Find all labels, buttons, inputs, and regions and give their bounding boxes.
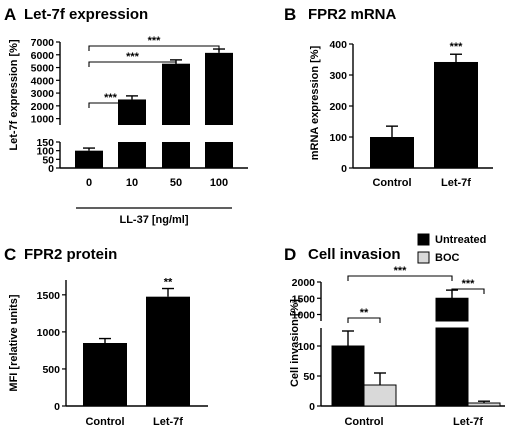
panel-a-ytick-up-5000-label: 5000 (31, 63, 55, 75)
panel-a-ytick-up-2000-label: 2000 (31, 101, 55, 113)
panel-b-ylabel: mRNA expression [%] (309, 45, 321, 160)
panel-b-sig-label-0: *** (450, 41, 464, 53)
panel-a-xtick-50: 50 (170, 177, 182, 189)
panel-c-bar-Let-7f (146, 296, 190, 406)
legend-label-boc: BOC (435, 252, 460, 264)
panel-d-sig-label-1: *** (462, 278, 476, 290)
panel-a-ytick-low-0-label: 0 (48, 163, 54, 175)
panel-letter-a: A (4, 5, 16, 24)
panel-c-ylabel: MFI [relative units] (8, 294, 20, 392)
panel-d-xtick-Let-7f: Let-7f (453, 416, 483, 428)
panel-d-ytick-low-50-label: 50 (303, 371, 315, 383)
panel-c-xtick-Let-7f: Let-7f (153, 416, 183, 428)
panel-a-bar-100-upper (205, 52, 233, 125)
panel-a-xlabel: LL-37 [ng/ml] (119, 214, 188, 226)
panel-a-sig-label-2: *** (148, 35, 162, 47)
panel-a-ytick-up-3000-label: 3000 (31, 88, 55, 100)
panel-d-sig-label-0: ** (360, 307, 369, 319)
panel-letter-b: B (284, 5, 296, 24)
panel-a-ytick-low-100-label: 100 (36, 146, 54, 158)
panel-letter-d: D (284, 245, 296, 264)
panel-d-xtick-Control: Control (344, 416, 383, 428)
panel-a-bar-0 (75, 150, 103, 168)
panel-a-ylabel: Let-7f expression [%] (8, 39, 20, 151)
panel-a-sig-label-1: *** (126, 51, 140, 63)
panel-a-ytick-low-50-label: 50 (42, 154, 54, 166)
panel-d-ytick-up-1000-label: 1000 (292, 310, 316, 322)
panel-a-xtick-10: 10 (126, 177, 138, 189)
panel-b-ytick-400-label: 400 (329, 39, 347, 51)
panel-a-sig-bracket-1 (88, 61, 177, 67)
panel-d-title: Cell invasion (308, 246, 401, 263)
panel-b-ytick-100-label: 100 (329, 132, 347, 144)
panel-a-sig-label-0: *** (104, 92, 118, 104)
panel-b-ytick-0-label: 0 (341, 163, 347, 175)
panel-a-sig-bracket-0 (88, 102, 133, 108)
panel-b-bar-Let-7f (434, 61, 478, 169)
panel-a-ytick-low-150-label: 150 (36, 137, 54, 149)
panel-a-xtick-100: 100 (210, 177, 228, 189)
panel-a-bar-10-lower (118, 142, 146, 168)
panel-a-bar-50-lower (162, 142, 190, 168)
panel-a-bar-100-lower (205, 142, 233, 168)
legend-swatch-untreated (417, 233, 430, 246)
panel-d-bar-Control-BOC (363, 384, 397, 407)
panel-c-ytick-1500-label: 1500 (37, 290, 61, 302)
panel-c-ytick-0-label: 0 (54, 401, 60, 413)
panel-a-ytick-up-1000-label: 1000 (31, 114, 55, 126)
panel-a-sig-bracket-2 (88, 45, 220, 51)
panel-c-sig-label-0: ** (164, 277, 173, 289)
panel-b-bar-Control (370, 137, 414, 168)
panel-d-ytick-up-1500-label: 1500 (292, 293, 316, 305)
panel-c-xtick-Control: Control (85, 416, 124, 428)
panel-d-bar-Control-Untreated (331, 345, 365, 407)
panel-d-ylabel: Cell invasion [%] (289, 299, 301, 387)
panel-d-sig-bracket-2 (347, 275, 453, 281)
panel-a-ytick-up-7000-label: 7000 (31, 37, 55, 49)
panel-d-sig-label-2: *** (394, 265, 408, 277)
panel-d-ytick-low-100-label: 100 (297, 341, 315, 353)
panel-b-ytick-300-label: 300 (329, 70, 347, 82)
panel-a-bar-50-upper (162, 63, 190, 125)
legend-label-untreated: Untreated (435, 234, 486, 246)
panel-a-ytick-up-4000-label: 4000 (31, 75, 55, 87)
panel-d-sig-bracket-1 (451, 288, 485, 294)
panel-a-xtick-0: 0 (86, 177, 92, 189)
panel-d-ytick-up-2000-label: 2000 (292, 277, 316, 289)
panel-d-bar-Let-7f-Untreated-upper (435, 297, 469, 322)
panel-a-ytick-up-6000-label: 6000 (31, 50, 55, 62)
legend-swatch-boc (417, 251, 430, 264)
panel-a-title: Let-7f expression (24, 6, 148, 23)
panel-letter-c: C (4, 245, 16, 264)
panel-c-ytick-1000-label: 1000 (37, 327, 61, 339)
panel-b-xtick-Let-7f: Let-7f (441, 177, 471, 189)
panel-d-ytick-low-0-label: 0 (309, 401, 315, 413)
panel-b-title: FPR2 mRNA (308, 6, 397, 23)
panel-c-ytick-500-label: 500 (42, 364, 60, 376)
panel-d-sig-bracket-0 (347, 317, 381, 323)
panel-c-bar-Control (83, 343, 127, 406)
panel-d-bar-Let-7f-BOC (467, 402, 501, 407)
panel-c-title: FPR2 protein (24, 246, 117, 263)
panel-d-bar-Let-7f-Untreated-lower (435, 327, 469, 407)
panel-b-ytick-200-label: 200 (329, 101, 347, 113)
panel-b-xtick-Control: Control (372, 177, 411, 189)
